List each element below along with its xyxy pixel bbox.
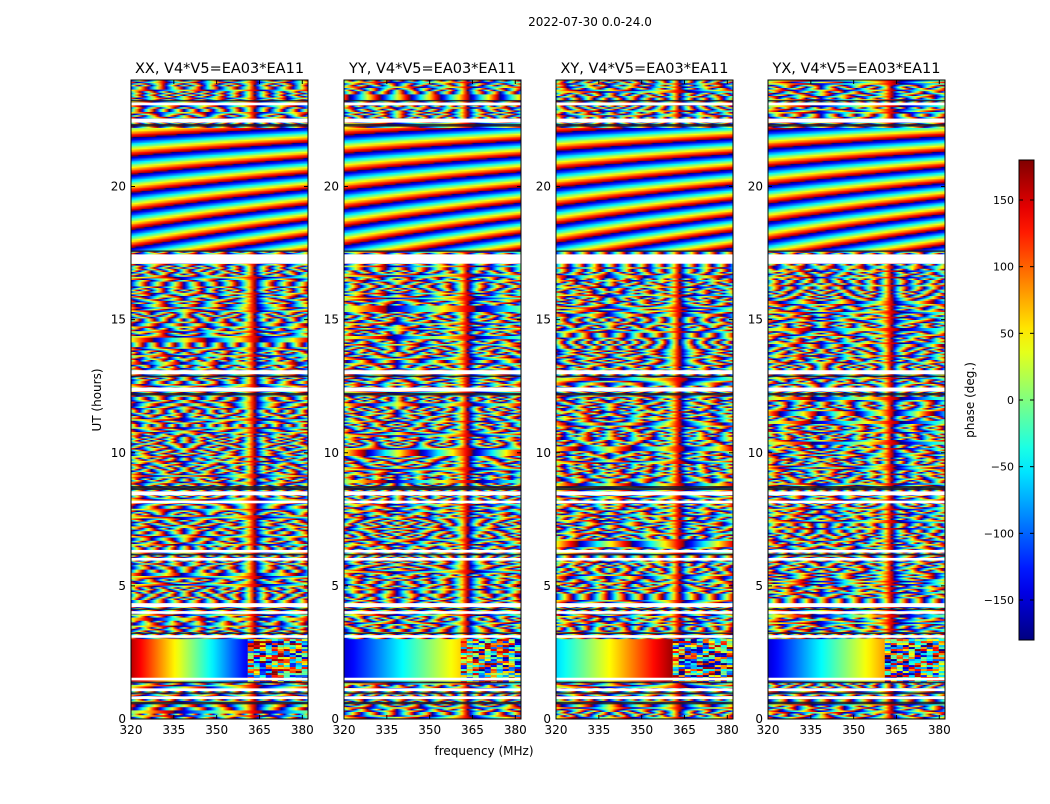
- colorbar-tick-label: 150: [993, 194, 1014, 207]
- y-tick-label: 5: [543, 579, 551, 593]
- y-tick-label: 20: [324, 180, 339, 194]
- colorbar-tick-label: 50: [1000, 327, 1014, 340]
- panel-group: XX, V4*V5=EA03*EA11 320 335 350 365 380 0 5 10 15…: [111, 61, 951, 737]
- y-tick-label: 0: [118, 712, 126, 726]
- figure-suptitle: 2022-07-30 0.0-24.0: [528, 15, 652, 29]
- x-tick-label: 380: [291, 723, 314, 737]
- panel-frame: [767, 79, 946, 720]
- panel-heatmap: [344, 80, 521, 719]
- x-tick-label: 350: [842, 723, 865, 737]
- panel-heatmap: [556, 80, 733, 719]
- y-tick-label: 0: [331, 712, 339, 726]
- panel-title: YX, V4*V5=EA03*EA11: [771, 61, 940, 77]
- x-tick-label: 350: [205, 723, 228, 737]
- x-tick-label: 365: [461, 723, 484, 737]
- x-tick-label: 335: [587, 723, 610, 737]
- x-tick-label: 365: [673, 723, 696, 737]
- panel-1: XX, V4*V5=EA03*EA11 320 335 350 365 380 0 5 10 15…: [111, 61, 314, 737]
- x-tick-label: 320: [545, 723, 568, 737]
- x-tick-label: 335: [162, 723, 185, 737]
- y-tick-label: 20: [536, 180, 551, 194]
- x-tick-label: 320: [757, 723, 780, 737]
- colorbar-tick-label: −50: [991, 461, 1014, 474]
- panel-2: YY, V4*V5=EA03*EA11 320 335 350 365 380 0 5 10 15…: [324, 61, 527, 737]
- x-axis-label: frequency (MHz): [434, 744, 533, 758]
- y-tick-label: 10: [748, 446, 763, 460]
- x-tick-label: 350: [630, 723, 653, 737]
- y-tick-label: 10: [536, 446, 551, 460]
- panel-heatmap: [768, 80, 945, 719]
- y-tick-label: 15: [324, 313, 339, 327]
- colorbar-tick-label: 0: [1007, 394, 1014, 407]
- x-tick-label: 335: [375, 723, 398, 737]
- panel-frame: [130, 79, 309, 720]
- panel-4: YX, V4*V5=EA03*EA11 320 335 350 365 380 0 5 10 15…: [748, 61, 951, 737]
- panel-title: YY, V4*V5=EA03*EA11: [348, 61, 516, 77]
- x-tick-label: 320: [120, 723, 143, 737]
- y-tick-label: 5: [755, 579, 763, 593]
- panel-frame: [555, 79, 734, 720]
- panel-title: XY, V4*V5=EA03*EA11: [560, 61, 728, 77]
- x-tick-label: 350: [418, 723, 441, 737]
- panel-frame: [343, 79, 522, 720]
- y-tick-label: 5: [118, 579, 126, 593]
- y-axis-label: UT (hours): [90, 368, 104, 431]
- y-tick-label: 15: [111, 313, 126, 327]
- colorbar-tick-label: −150: [984, 594, 1014, 607]
- x-tick-label: 380: [716, 723, 739, 737]
- x-tick-label: 365: [248, 723, 271, 737]
- x-tick-label: 320: [333, 723, 356, 737]
- colorbar-tick-label: 100: [993, 261, 1014, 274]
- y-tick-label: 20: [748, 180, 763, 194]
- y-tick-label: 15: [748, 313, 763, 327]
- y-tick-label: 5: [331, 579, 339, 593]
- x-tick-label: 365: [885, 723, 908, 737]
- y-tick-label: 0: [543, 712, 551, 726]
- y-tick-label: 15: [536, 313, 551, 327]
- colorbar: 150 100 50 0 −50 −100 −150 phase (deg.): [963, 159, 1035, 641]
- colorbar-tick-label: −100: [984, 527, 1014, 540]
- x-tick-label: 335: [799, 723, 822, 737]
- panel-title: XX, V4*V5=EA03*EA11: [135, 61, 304, 77]
- panel-heatmap: [131, 80, 308, 719]
- x-tick-label: 380: [504, 723, 527, 737]
- colorbar-label: phase (deg.): [963, 362, 977, 438]
- x-tick-label: 380: [928, 723, 951, 737]
- y-tick-label: 0: [755, 712, 763, 726]
- y-tick-label: 10: [324, 446, 339, 460]
- panel-3: XY, V4*V5=EA03*EA11 320 335 350 365 380 0 5 10 15…: [536, 61, 739, 737]
- y-tick-label: 20: [111, 180, 126, 194]
- y-tick-label: 10: [111, 446, 126, 460]
